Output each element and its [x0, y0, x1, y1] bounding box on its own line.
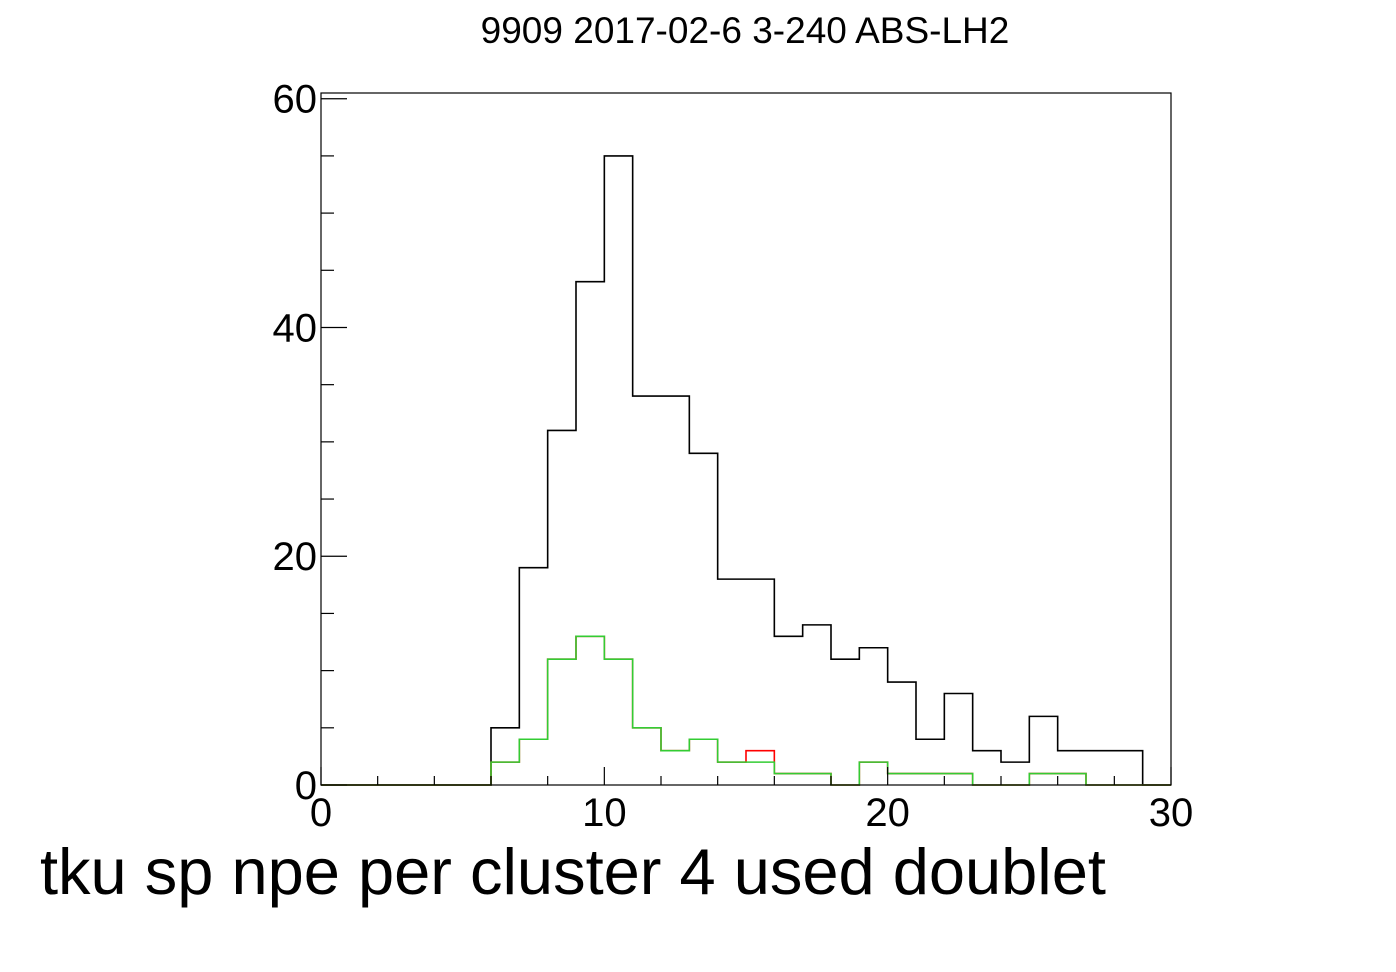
- chart-title: 9909 2017-02-6 3-240 ABS-LH2: [480, 10, 1010, 51]
- histogram-series-1: [321, 155, 1171, 786]
- x-axis-label: tku sp npe per cluster 4 used doublet: [40, 835, 1106, 908]
- plot-frame: [320, 92, 1172, 786]
- y-tick-label: 60: [273, 78, 318, 122]
- histogram-series-3: [321, 635, 1171, 786]
- x-tick-label: 10: [582, 791, 627, 835]
- axis-layer: 0 20 40 60 0 10 20 30: [273, 78, 1194, 835]
- x-tick-label: 30: [1149, 791, 1194, 835]
- y-tick-label: 20: [273, 535, 318, 579]
- series-layer: [321, 155, 1171, 786]
- x-tick-label: 20: [865, 791, 910, 835]
- y-tick-label: 40: [273, 306, 318, 350]
- x-tick-label: 0: [310, 791, 332, 835]
- y-tick-label: 0: [295, 764, 317, 808]
